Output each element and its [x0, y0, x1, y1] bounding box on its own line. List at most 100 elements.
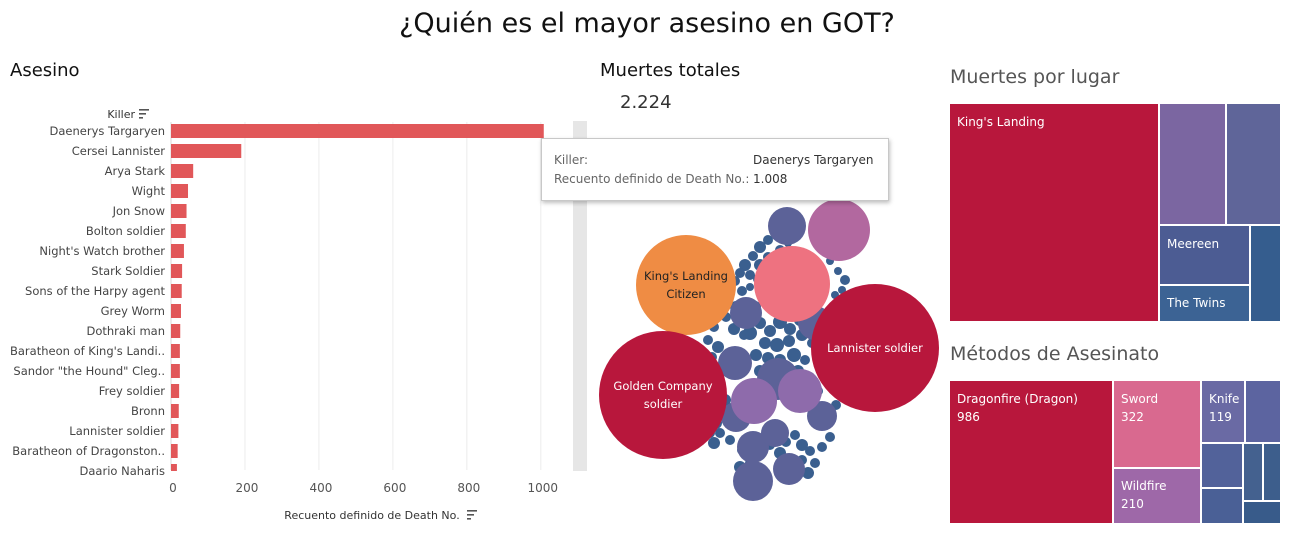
bubble-lannister-soldier[interactable] — [811, 284, 939, 412]
bubble[interactable] — [739, 330, 749, 340]
bubble[interactable] — [838, 286, 846, 294]
bubble[interactable] — [750, 349, 762, 361]
treemap-cell[interactable] — [1202, 444, 1244, 489]
bubble[interactable] — [739, 259, 751, 271]
bubble-label: Lannister soldier — [827, 341, 923, 355]
treemap-label: Meereen — [1167, 237, 1220, 251]
bar[interactable] — [171, 384, 180, 398]
bubble[interactable] — [737, 431, 769, 463]
bubble[interactable] — [708, 437, 720, 449]
bubble[interactable] — [783, 335, 795, 347]
bubble[interactable] — [778, 369, 822, 413]
category-label: Arya Stark — [105, 164, 166, 178]
scrollbar[interactable] — [573, 121, 587, 471]
bar[interactable] — [171, 444, 178, 458]
category-label: Daenerys Targaryen — [50, 124, 165, 138]
bubble[interactable] — [761, 419, 789, 447]
bubble[interactable] — [715, 428, 725, 438]
bubble[interactable] — [790, 430, 800, 440]
bar[interactable] — [171, 304, 181, 318]
bubble[interactable] — [703, 335, 713, 345]
treemap-cell[interactable] — [1227, 104, 1282, 226]
bubble[interactable] — [817, 442, 827, 452]
bar[interactable] — [171, 424, 179, 438]
treemap-cell-wildfire[interactable]: Wildfire 210 — [1114, 469, 1202, 525]
treemap-cell[interactable] — [1251, 226, 1282, 323]
bubble[interactable] — [759, 337, 771, 349]
bar[interactable] — [171, 144, 242, 158]
bubble[interactable] — [768, 207, 806, 245]
bar[interactable] — [171, 284, 182, 298]
place-treemap: King's Landing Meereen The Twins — [950, 104, 1282, 323]
bar[interactable] — [171, 364, 180, 378]
bar[interactable] — [171, 224, 186, 238]
treemap-cell-knife[interactable]: Knife 119 — [1202, 381, 1246, 444]
treemap-label: Knife — [1209, 392, 1240, 406]
category-label: Jon Snow — [112, 204, 165, 218]
treemap-label: King's Landing — [957, 115, 1045, 129]
bubble[interactable] — [800, 355, 810, 365]
bubble[interactable] — [763, 235, 773, 245]
treemap-cell-kings-landing[interactable]: King's Landing — [950, 104, 1160, 323]
killer-bar-chart: Killer Daenerys Targaryen Cersei Lanniste… — [0, 108, 587, 522]
tooltip-killer-value: Daenerys Targaryen — [753, 153, 874, 167]
treemap-cell[interactable] — [1202, 489, 1244, 525]
bubble[interactable] — [834, 267, 842, 275]
treemap-cell[interactable] — [1244, 444, 1264, 502]
bubble[interactable] — [805, 446, 815, 456]
bubble[interactable] — [773, 453, 805, 485]
treemap-cell-sword[interactable]: Sword 322 — [1114, 381, 1202, 469]
bubble[interactable] — [718, 346, 752, 380]
bubble[interactable] — [784, 323, 796, 335]
x-axis-sort-icon[interactable] — [467, 510, 477, 520]
treemap-cell[interactable] — [1246, 381, 1282, 444]
category-label: Baratheon of Dragonston.. — [12, 444, 165, 458]
bubble[interactable] — [840, 275, 850, 285]
bubble[interactable] — [810, 458, 820, 468]
treemap-cell-meereen[interactable]: Meereen — [1160, 226, 1251, 286]
bar[interactable] — [171, 204, 187, 218]
bubble[interactable] — [807, 401, 837, 431]
bubble[interactable] — [825, 432, 835, 442]
bar[interactable] — [171, 404, 179, 418]
bubble[interactable] — [787, 348, 801, 362]
bubble[interactable] — [754, 246, 830, 322]
bar[interactable] — [171, 344, 180, 358]
bubble[interactable] — [731, 378, 777, 424]
place-section-title: Muertes por lugar — [950, 66, 1120, 88]
bubble[interactable] — [733, 461, 773, 501]
bubble[interactable] — [796, 439, 808, 451]
bar[interactable] — [171, 184, 189, 198]
bubble[interactable] — [808, 199, 870, 261]
bubble-kings-landing-citizen[interactable] — [636, 235, 736, 335]
bubble[interactable] — [764, 325, 776, 337]
bar[interactable] — [171, 324, 181, 338]
treemap-cell-the-twins[interactable]: The Twins — [1160, 286, 1251, 323]
bar[interactable] — [171, 264, 183, 278]
bubble[interactable] — [746, 283, 754, 291]
category-label: Cersei Lannister — [72, 144, 166, 158]
bubble[interactable] — [735, 268, 745, 278]
bar-section-title: Asesino — [10, 60, 80, 81]
bar[interactable] — [171, 124, 544, 138]
bubble[interactable] — [737, 286, 747, 296]
killer-bubble-chart: King's Landing Citizen Golden Company soldi… — [599, 199, 939, 501]
bubble[interactable] — [754, 241, 766, 253]
bar[interactable] — [171, 164, 194, 178]
bar[interactable] — [171, 244, 184, 258]
bubble[interactable] — [745, 270, 755, 280]
treemap-cell[interactable] — [1264, 444, 1282, 502]
bubble[interactable] — [748, 251, 758, 261]
sort-icon[interactable] — [139, 109, 149, 119]
bubble[interactable] — [770, 338, 784, 352]
bubble[interactable] — [725, 435, 735, 445]
bubble[interactable] — [730, 297, 762, 329]
treemap-cell-dragonfire[interactable]: Dragonfire (Dragon) 986 — [950, 381, 1114, 525]
bubble-golden-company-soldier[interactable] — [599, 331, 727, 459]
treemap-cell[interactable] — [1244, 502, 1282, 525]
bubble[interactable] — [802, 467, 814, 479]
treemap-cell[interactable] — [1160, 104, 1227, 226]
category-label: Sons of the Harpy agent — [25, 284, 165, 298]
bubble[interactable] — [712, 341, 724, 353]
x-tick-label: 400 — [309, 481, 332, 495]
